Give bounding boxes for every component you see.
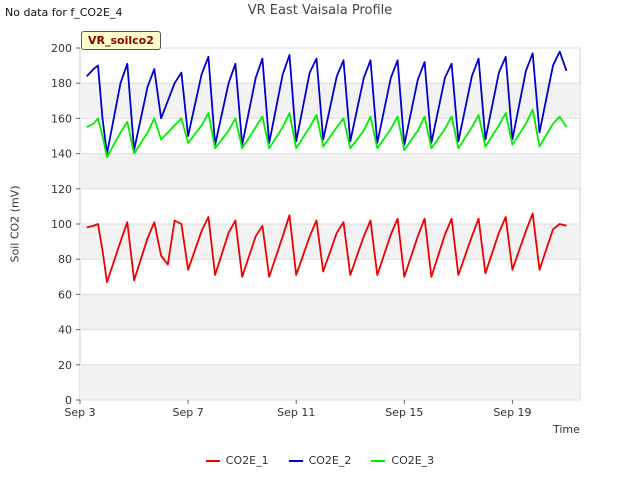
legend-swatch xyxy=(371,459,386,462)
background-band xyxy=(80,153,580,189)
background-band xyxy=(80,294,580,330)
x-tick-label: Sep 19 xyxy=(493,406,531,419)
legend-swatch xyxy=(205,459,220,462)
legend-label: CO2E_3 xyxy=(391,454,435,467)
background-band xyxy=(80,364,580,400)
no-data-note: No data for f_CO2E_4 xyxy=(5,6,123,19)
y-tick-label: 0 xyxy=(65,394,72,407)
y-tick-label: 140 xyxy=(51,148,72,161)
x-tick-label: Sep 3 xyxy=(64,406,95,419)
x-axis-label: Time xyxy=(553,423,580,436)
y-tick-label: 40 xyxy=(58,324,72,337)
legend-item: CO2E_1 xyxy=(205,454,269,467)
series-line-co2e-1 xyxy=(86,212,567,284)
legend-item: CO2E_2 xyxy=(288,454,352,467)
y-tick-label: 180 xyxy=(51,77,72,90)
legend-label: CO2E_1 xyxy=(225,454,269,467)
chart-title: VR East Vaisala Profile xyxy=(247,3,393,18)
x-tick-label: Sep 15 xyxy=(385,406,423,419)
x-tick-label: Sep 7 xyxy=(172,406,203,419)
x-tick-label: Sep 11 xyxy=(277,406,315,419)
y-tick-label: 160 xyxy=(51,112,72,125)
legend: CO2E_1 CO2E_2 CO2E_3 xyxy=(0,454,640,467)
series-lines xyxy=(86,50,568,284)
y-tick-label: 100 xyxy=(51,218,72,231)
series-line-co2e-2 xyxy=(86,50,568,155)
y-tick-label: 120 xyxy=(51,183,72,196)
site-badge: VR_soilco2 xyxy=(81,31,161,50)
y-axis-ticks: 0 20 40 60 80 100 120 140 160 180 200 xyxy=(51,42,80,407)
legend-swatch xyxy=(288,459,303,462)
y-tick-label: 60 xyxy=(58,288,72,301)
series-line-co2e-3 xyxy=(86,108,568,159)
y-axis-label: Soil CO2 (mV) xyxy=(8,185,22,263)
y-tick-label: 80 xyxy=(58,253,72,266)
y-tick-label: 200 xyxy=(51,42,72,55)
legend-item: CO2E_3 xyxy=(371,454,434,467)
x-axis-ticks: Sep 3 Sep 7 Sep 11 Sep 15 Sep 19 xyxy=(64,400,532,419)
grid-lines xyxy=(80,47,580,401)
y-tick-label: 20 xyxy=(58,359,72,372)
legend-label: CO2E_2 xyxy=(308,454,352,467)
